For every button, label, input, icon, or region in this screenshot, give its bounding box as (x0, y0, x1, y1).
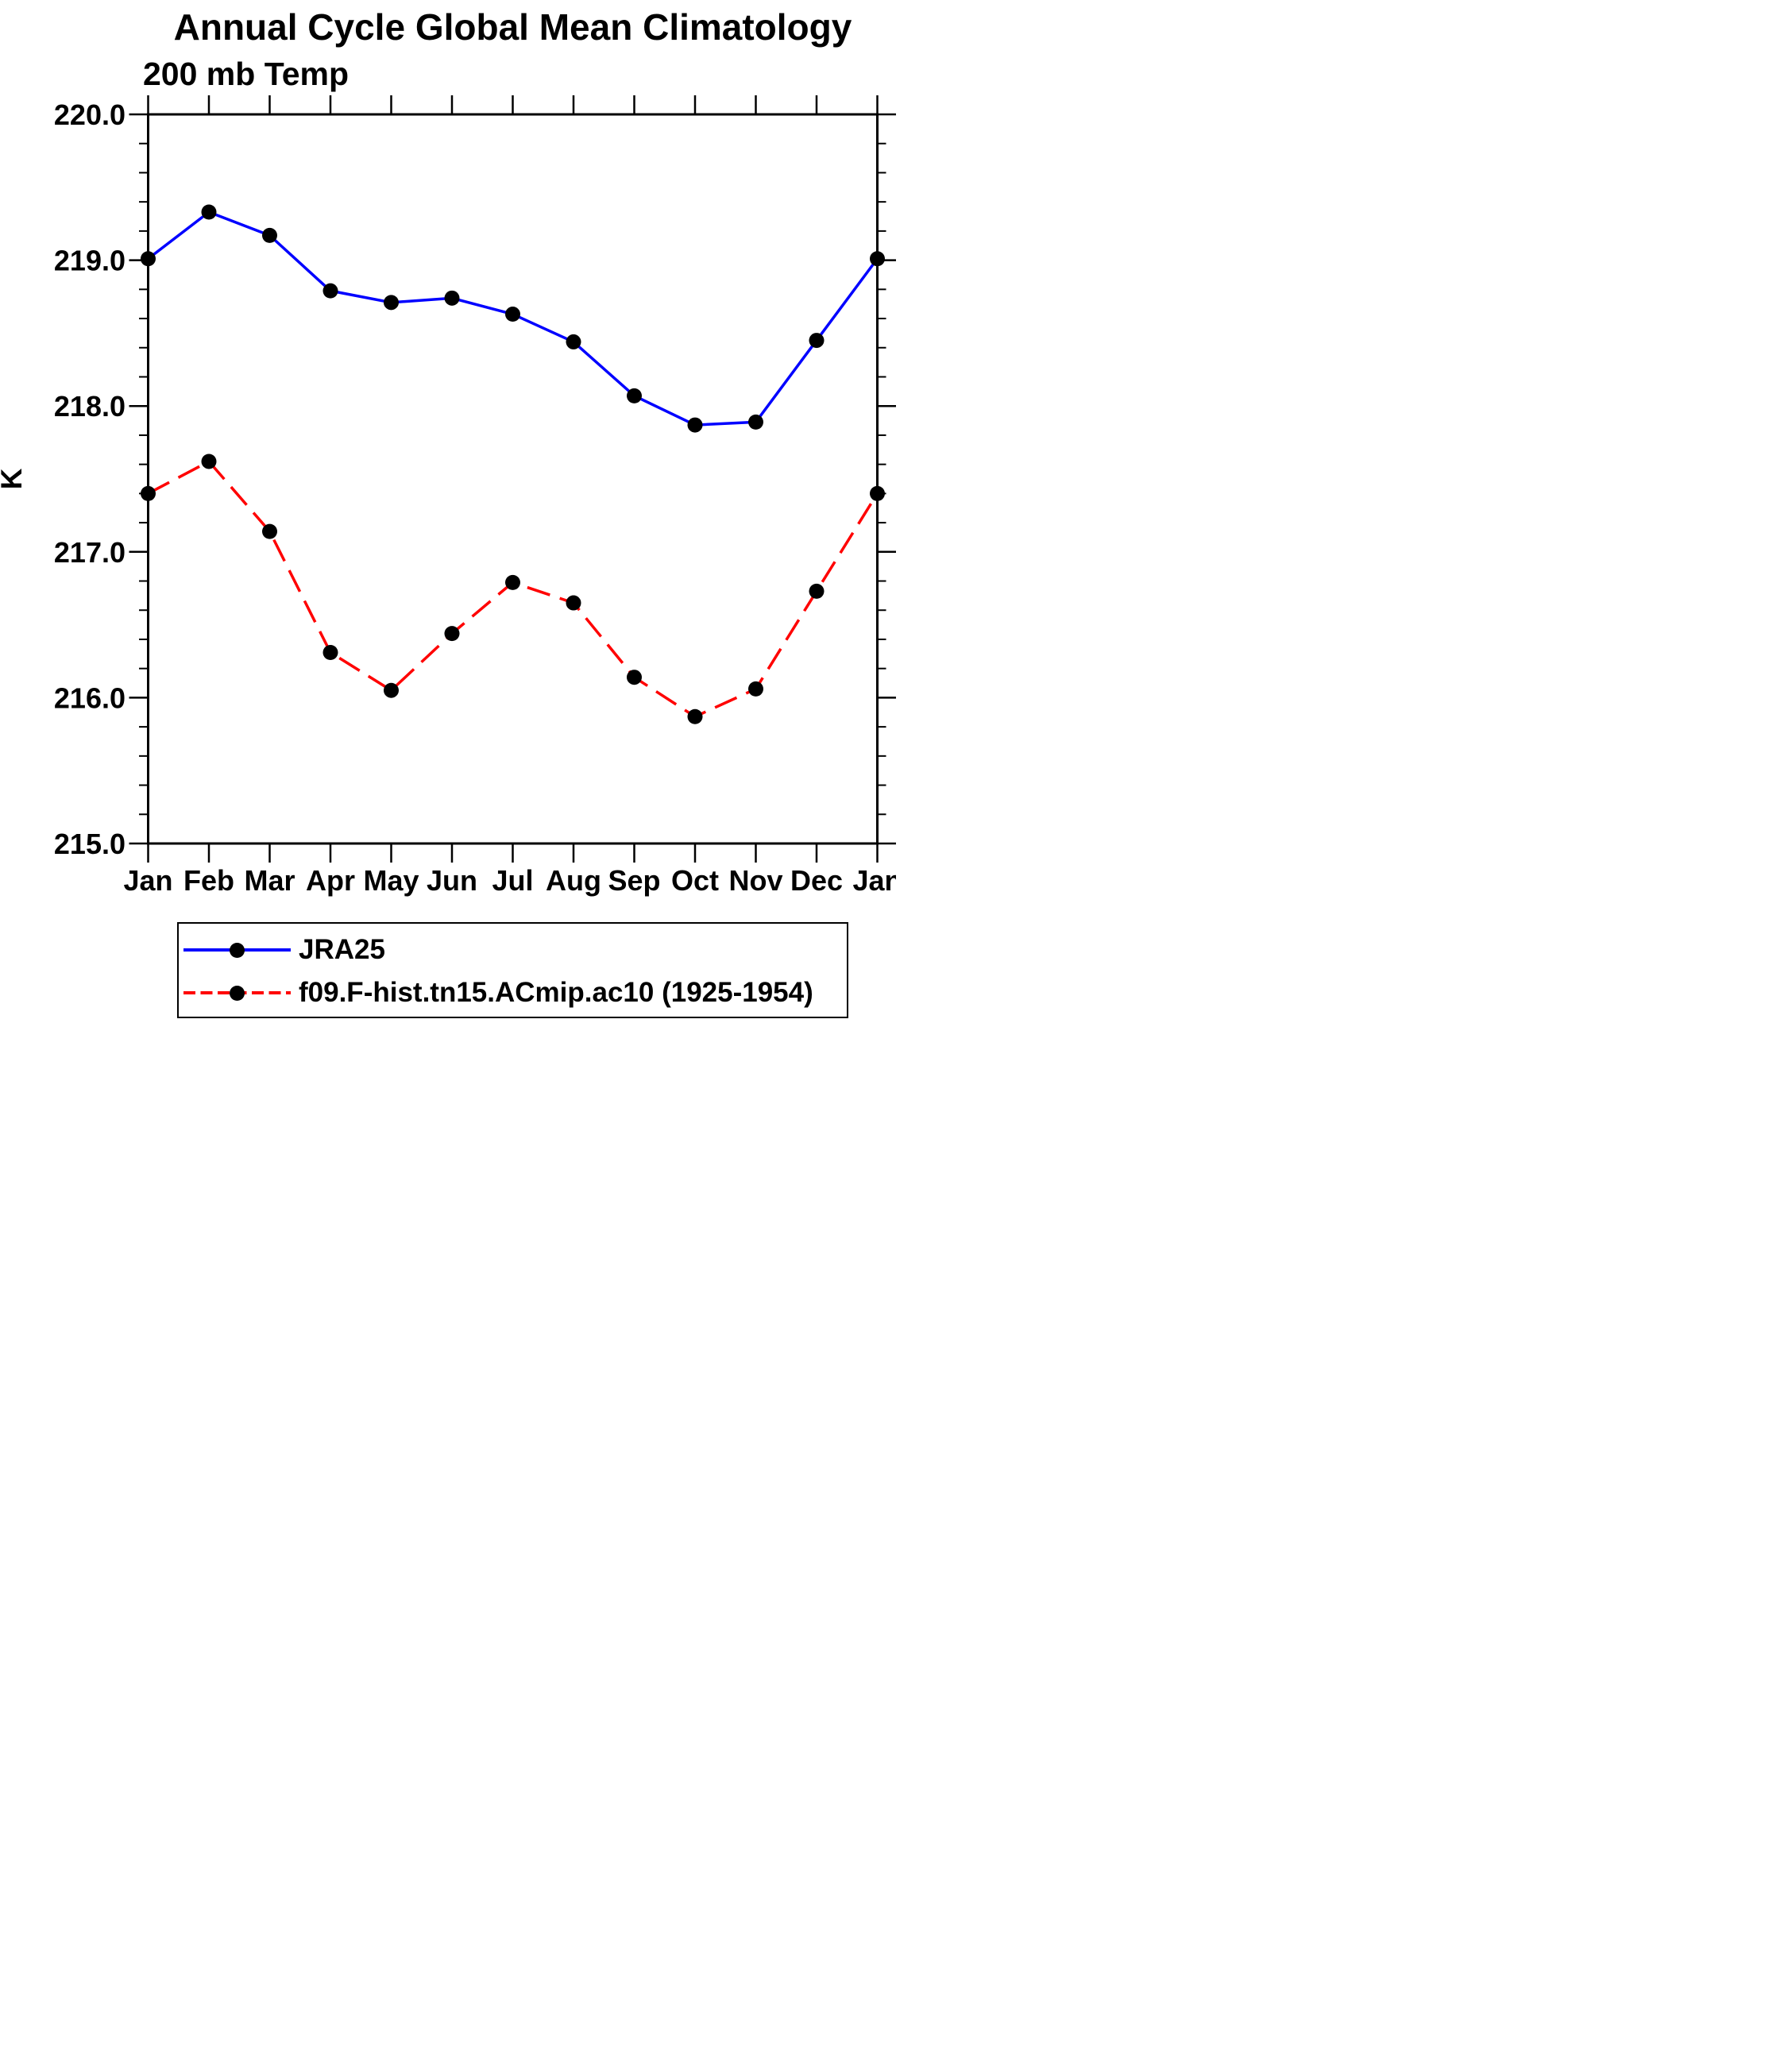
data-point (262, 523, 277, 539)
y-tick-label: 218.0 (54, 390, 126, 423)
legend-entry-f09: f09.F-hist.tn15.ACmip.ac10 (1925-1954) (183, 975, 813, 1011)
data-point (687, 417, 703, 433)
data-point (141, 251, 156, 267)
chart-figure: Annual Cycle Global Mean Climatology 200… (0, 0, 896, 1023)
x-tick-label: Oct (671, 864, 719, 897)
y-tick-label: 216.0 (54, 681, 126, 714)
x-tick-label: Jan (852, 864, 896, 897)
data-point (566, 595, 581, 611)
data-point (870, 251, 885, 267)
jra25-line-swatch (183, 942, 291, 958)
chart-canvas: 220.0 219.0 218.0 217.0 216.0 215.0 Jan Feb Mar A… (54, 95, 896, 897)
page-title: Annual Cycle Global Mean Climatology (173, 6, 852, 48)
data-point (870, 485, 885, 501)
x-tick-label: Apr (306, 864, 355, 897)
data-point (322, 283, 338, 299)
y-tick-label: 220.0 (54, 98, 126, 131)
data-point (444, 290, 460, 306)
axis-frame (147, 113, 879, 845)
chart-subtitle: 200 mb Temp (143, 56, 349, 92)
data-point (809, 583, 825, 599)
marker-dot-icon (230, 942, 245, 958)
legend-entry-jra25: JRA25 (183, 932, 385, 968)
y-tick-label: 215.0 (54, 828, 126, 860)
data-point (384, 295, 399, 311)
data-point (262, 227, 277, 243)
data-point (505, 307, 520, 322)
data-point (201, 204, 217, 220)
data-point (141, 485, 156, 501)
data-point (627, 388, 642, 403)
marker-dot-icon (230, 985, 245, 1001)
data-point (809, 333, 825, 349)
x-tick-label: May (363, 864, 419, 897)
data-point (322, 644, 338, 660)
data-point (444, 626, 460, 642)
data-point (505, 574, 520, 590)
x-tick-label: Sep (608, 864, 660, 897)
x-tick-label: Aug (546, 864, 601, 897)
data-point (687, 708, 703, 724)
legend-label: f09.F-hist.tn15.ACmip.ac10 (1925-1954) (299, 977, 813, 1008)
x-tick-label: Mar (244, 864, 295, 897)
y-tick-label: 217.0 (54, 536, 126, 569)
x-tick-label: Dec (790, 864, 843, 897)
data-point (201, 454, 217, 469)
data-point (566, 334, 581, 349)
data-point (748, 414, 763, 430)
x-tick-label: Jan (123, 864, 172, 897)
data-point (748, 681, 763, 697)
legend-box: JRA25 f09.F-hist.tn15.ACmip.ac10 (1925-1… (177, 922, 848, 1018)
data-point (384, 682, 399, 698)
x-tick-label: Nov (728, 864, 782, 897)
y-tick-label: 219.0 (54, 245, 126, 277)
data-point (627, 670, 642, 685)
x-tick-label: Feb (183, 864, 234, 897)
legend-label: JRA25 (299, 934, 385, 965)
f09-line-swatch (183, 985, 291, 1001)
x-tick-label: Jun (427, 864, 477, 897)
x-tick-label: Jul (492, 864, 533, 897)
